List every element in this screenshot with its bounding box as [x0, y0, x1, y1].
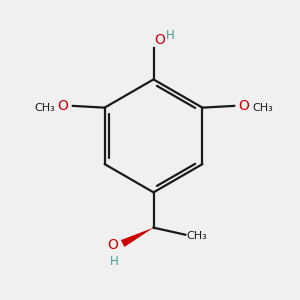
Text: O: O [58, 99, 69, 113]
Text: CH₃: CH₃ [34, 103, 55, 112]
Text: H: H [110, 255, 118, 268]
Text: O: O [154, 33, 165, 47]
Text: CH₃: CH₃ [252, 103, 273, 112]
Text: O: O [107, 238, 118, 252]
Text: H: H [166, 29, 175, 42]
Text: CH₃: CH₃ [186, 232, 207, 242]
Polygon shape [121, 228, 154, 247]
Text: O: O [238, 99, 249, 113]
